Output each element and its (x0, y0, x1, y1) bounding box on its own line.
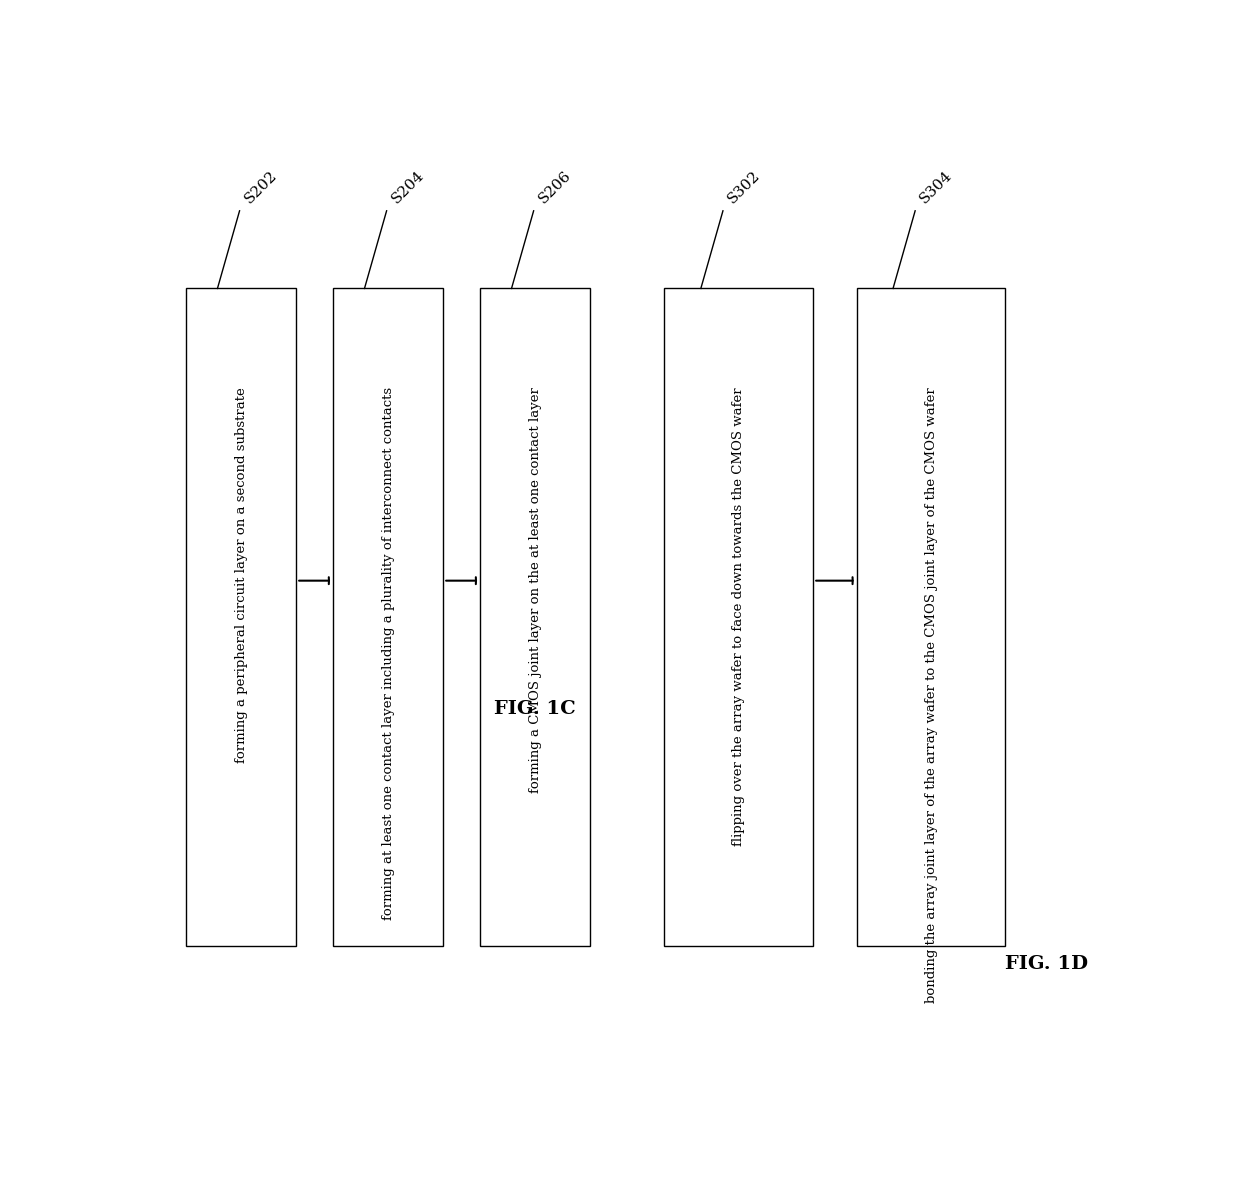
Text: forming a CMOS joint layer on the at least one contact layer: forming a CMOS joint layer on the at lea… (528, 387, 542, 793)
Text: S202: S202 (242, 168, 279, 206)
Text: FIG. 1D: FIG. 1D (1006, 955, 1089, 974)
Bar (480, 288, 590, 946)
Text: forming at least one contact layer including a plurality of interconnect contact: forming at least one contact layer inclu… (382, 387, 394, 920)
Text: flipping over the array wafer to face down towards the CMOS wafer: flipping over the array wafer to face do… (733, 387, 745, 846)
Bar (857, 288, 1006, 946)
Bar (186, 288, 296, 946)
Text: S304: S304 (918, 168, 955, 206)
Text: forming a peripheral circuit layer on a second substrate: forming a peripheral circuit layer on a … (234, 387, 248, 763)
Bar (665, 288, 813, 946)
Text: S302: S302 (725, 168, 763, 206)
Text: S204: S204 (388, 168, 427, 206)
Bar (332, 288, 444, 946)
Text: S206: S206 (536, 168, 573, 206)
Text: FIG. 1C: FIG. 1C (494, 700, 575, 718)
Text: bonding the array joint layer of the array wafer to the CMOS joint layer of the : bonding the array joint layer of the arr… (925, 387, 937, 1003)
